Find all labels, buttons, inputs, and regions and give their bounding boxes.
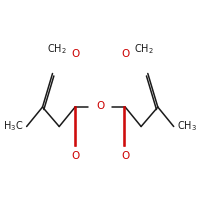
Text: O: O [121, 151, 129, 161]
Text: O: O [71, 49, 79, 59]
Text: O: O [121, 49, 129, 59]
Text: O: O [96, 101, 104, 111]
Text: CH$_2$: CH$_2$ [47, 42, 67, 56]
Text: CH$_3$: CH$_3$ [177, 120, 197, 133]
Text: H$_3$C: H$_3$C [3, 120, 24, 133]
Text: CH$_2$: CH$_2$ [134, 42, 154, 56]
Text: O: O [71, 151, 79, 161]
